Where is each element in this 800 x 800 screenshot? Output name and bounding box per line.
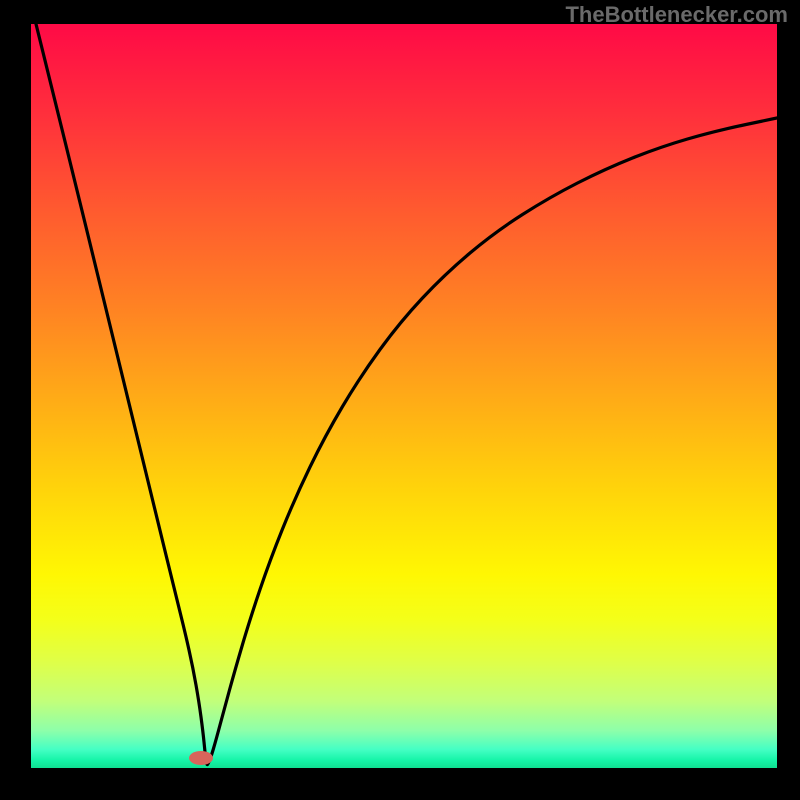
plot-area <box>31 24 777 768</box>
bottleneck-curve <box>31 24 777 768</box>
chart-container: TheBottlenecker.com <box>0 0 800 800</box>
sweet-spot-marker <box>189 751 213 765</box>
